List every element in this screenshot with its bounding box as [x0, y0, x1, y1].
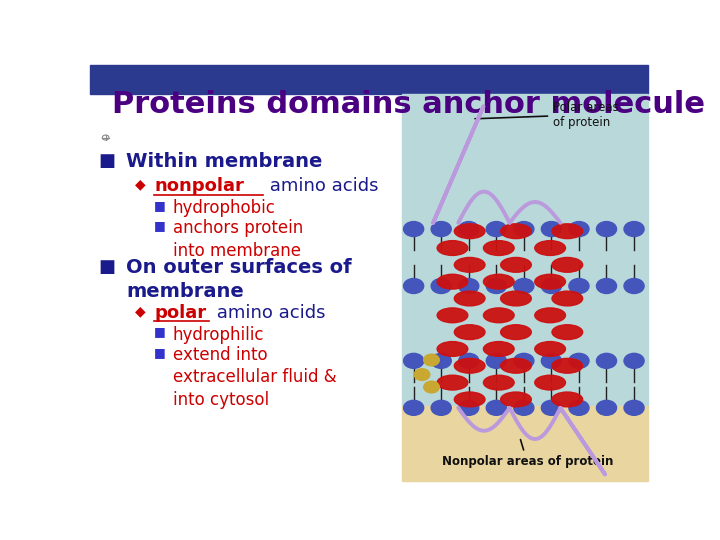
Circle shape [624, 353, 644, 368]
Circle shape [596, 353, 616, 368]
Ellipse shape [535, 308, 565, 323]
Circle shape [569, 221, 589, 237]
Ellipse shape [535, 375, 565, 390]
Circle shape [596, 400, 616, 415]
Circle shape [569, 400, 589, 415]
Circle shape [459, 279, 479, 294]
Circle shape [423, 354, 439, 366]
Ellipse shape [454, 359, 485, 373]
Ellipse shape [437, 274, 468, 289]
Ellipse shape [483, 342, 514, 356]
Circle shape [404, 353, 423, 368]
Circle shape [459, 221, 479, 237]
Text: ■: ■ [154, 199, 166, 212]
Circle shape [486, 221, 506, 237]
Circle shape [541, 221, 562, 237]
Ellipse shape [437, 308, 468, 323]
Ellipse shape [454, 258, 485, 272]
Ellipse shape [500, 325, 531, 340]
Circle shape [624, 400, 644, 415]
Text: amino acids: amino acids [210, 304, 325, 322]
Circle shape [486, 353, 506, 368]
Circle shape [514, 279, 534, 294]
Circle shape [541, 353, 562, 368]
Circle shape [624, 279, 644, 294]
Circle shape [459, 400, 479, 415]
Ellipse shape [454, 224, 485, 239]
Circle shape [431, 353, 451, 368]
Circle shape [596, 221, 616, 237]
Circle shape [541, 400, 562, 415]
Circle shape [541, 279, 562, 294]
Ellipse shape [535, 274, 565, 289]
Circle shape [514, 221, 534, 237]
Circle shape [569, 279, 589, 294]
Text: Within membrane: Within membrane [126, 152, 323, 171]
Text: hydrophilic: hydrophilic [173, 326, 264, 343]
Ellipse shape [500, 224, 531, 239]
Text: polar: polar [154, 304, 207, 322]
Ellipse shape [437, 241, 468, 255]
Circle shape [404, 279, 423, 294]
Text: hydrophobic: hydrophobic [173, 199, 276, 217]
Ellipse shape [552, 392, 582, 407]
Ellipse shape [552, 359, 582, 373]
Circle shape [459, 353, 479, 368]
Circle shape [486, 400, 506, 415]
Text: extend into
extracellular fluid &
into cytosol: extend into extracellular fluid & into c… [173, 346, 336, 409]
Ellipse shape [535, 241, 565, 255]
Circle shape [431, 400, 451, 415]
Text: ■: ■ [99, 258, 115, 276]
Text: ◆: ◆ [135, 304, 145, 318]
Circle shape [486, 279, 506, 294]
Text: Proteins domains anchor molecule: Proteins domains anchor molecule [112, 90, 706, 119]
Ellipse shape [500, 392, 531, 407]
Circle shape [569, 353, 589, 368]
Ellipse shape [454, 325, 485, 340]
Ellipse shape [483, 375, 514, 390]
Ellipse shape [552, 224, 582, 239]
Text: Polar areas
of protein: Polar areas of protein [475, 100, 619, 129]
Ellipse shape [500, 359, 531, 373]
Text: ■: ■ [154, 326, 166, 339]
Text: ◆: ◆ [135, 177, 145, 191]
Ellipse shape [483, 241, 514, 255]
Circle shape [423, 381, 439, 393]
Circle shape [514, 353, 534, 368]
Circle shape [431, 221, 451, 237]
Text: nonpolar: nonpolar [154, 177, 244, 195]
Bar [402, 406, 648, 481]
Ellipse shape [500, 291, 531, 306]
Circle shape [431, 279, 451, 294]
Text: ■: ■ [154, 219, 166, 233]
Text: Nonpolar areas of protein: Nonpolar areas of protein [441, 440, 613, 468]
Text: anchors protein
into membrane: anchors protein into membrane [173, 219, 303, 260]
Circle shape [624, 221, 644, 237]
Ellipse shape [552, 325, 582, 340]
Ellipse shape [483, 274, 514, 289]
Ellipse shape [483, 308, 514, 323]
Bar [90, 65, 648, 94]
Text: ■: ■ [99, 152, 115, 170]
Circle shape [414, 369, 430, 380]
Ellipse shape [454, 392, 485, 407]
Ellipse shape [535, 342, 565, 356]
Ellipse shape [552, 291, 582, 306]
Circle shape [596, 279, 616, 294]
Ellipse shape [437, 375, 468, 390]
Bar [402, 94, 648, 406]
Circle shape [404, 221, 423, 237]
Circle shape [404, 400, 423, 415]
Text: amino acids: amino acids [264, 177, 379, 195]
Circle shape [514, 400, 534, 415]
Ellipse shape [500, 258, 531, 272]
Text: On outer surfaces of
membrane: On outer surfaces of membrane [126, 258, 352, 301]
Ellipse shape [437, 342, 468, 356]
Ellipse shape [552, 258, 582, 272]
Text: ■: ■ [154, 346, 166, 359]
Ellipse shape [454, 291, 485, 306]
